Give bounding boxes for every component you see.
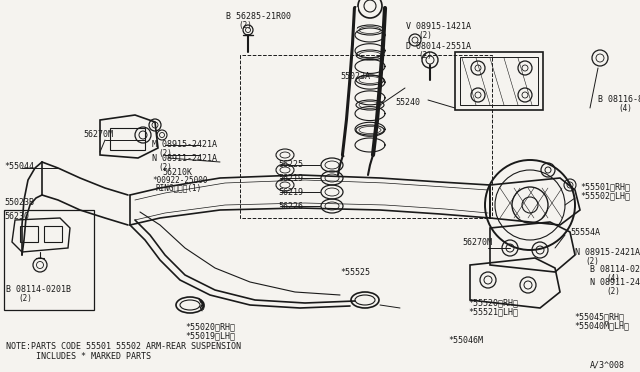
Text: *55520（RH）: *55520（RH） [468, 298, 518, 307]
Bar [460, 57, 538, 105]
Text: 56210K: 56210K [162, 168, 192, 177]
Text: B 08114-0201B: B 08114-0201B [590, 265, 640, 274]
Text: 55554A: 55554A [570, 228, 600, 237]
Text: *55501（RH）: *55501（RH） [580, 182, 630, 191]
Text: B 08114-0201B: B 08114-0201B [6, 285, 71, 294]
Text: RINGリング(1): RINGリング(1) [156, 183, 202, 192]
Text: (2): (2) [585, 257, 599, 266]
Text: (4): (4) [606, 274, 620, 283]
Text: 56226: 56226 [278, 202, 303, 211]
Text: 56270M: 56270M [462, 238, 492, 247]
Text: (2): (2) [18, 294, 32, 303]
Text: (2): (2) [158, 149, 172, 158]
Text: 56270M: 56270M [83, 130, 113, 139]
Text: (4): (4) [618, 104, 632, 113]
Text: *55019（LH）: *55019（LH） [185, 331, 235, 340]
Text: *55525: *55525 [340, 268, 370, 277]
Text: 56219: 56219 [278, 188, 303, 197]
Text: 55023A: 55023A [340, 72, 370, 81]
Text: *55040M（LH）: *55040M（LH） [574, 321, 629, 330]
Bar [4, 210, 94, 310]
Text: N 08915-2421A: N 08915-2421A [575, 248, 640, 257]
Text: 55023B: 55023B [4, 198, 34, 207]
Text: *55045（RH）: *55045（RH） [574, 312, 624, 321]
Bar [44, 226, 62, 242]
Text: *55046M: *55046M [448, 336, 483, 345]
Text: 56230: 56230 [4, 212, 29, 221]
Text: M 08915-2421A: M 08915-2421A [152, 140, 217, 149]
Text: *55502（LH）: *55502（LH） [580, 191, 630, 200]
Text: A/3^008: A/3^008 [590, 360, 625, 369]
Text: N 08911-2421A: N 08911-2421A [152, 154, 217, 163]
Text: (2): (2) [418, 51, 432, 60]
Bar [455, 52, 543, 110]
Text: 55240: 55240 [395, 98, 420, 107]
Text: *55044: *55044 [4, 162, 34, 171]
Text: (2): (2) [158, 163, 172, 172]
Text: INCLUDES * MARKED PARTS: INCLUDES * MARKED PARTS [6, 352, 151, 361]
Text: *55020（RH）: *55020（RH） [185, 322, 235, 331]
Text: B 56285-21R00: B 56285-21R00 [226, 12, 291, 21]
Text: 56225: 56225 [278, 160, 303, 169]
Text: V 08915-1421A: V 08915-1421A [406, 22, 471, 31]
Text: (2): (2) [418, 31, 432, 40]
Text: *55521（LH）: *55521（LH） [468, 307, 518, 316]
Text: (2): (2) [606, 287, 620, 296]
Text: D 08014-2551A: D 08014-2551A [406, 42, 471, 51]
Text: 56219: 56219 [278, 174, 303, 183]
Text: B 08116-8161E: B 08116-8161E [598, 95, 640, 104]
Text: N 08911-2421A: N 08911-2421A [590, 278, 640, 287]
Text: NOTE:PARTS CODE 55501 55502 ARM-REAR SUSPENSION: NOTE:PARTS CODE 55501 55502 ARM-REAR SUS… [6, 342, 241, 351]
Text: (2): (2) [238, 21, 252, 30]
Bar [20, 226, 38, 242]
Text: *00922-25000: *00922-25000 [152, 176, 207, 185]
Bar [110, 128, 145, 150]
